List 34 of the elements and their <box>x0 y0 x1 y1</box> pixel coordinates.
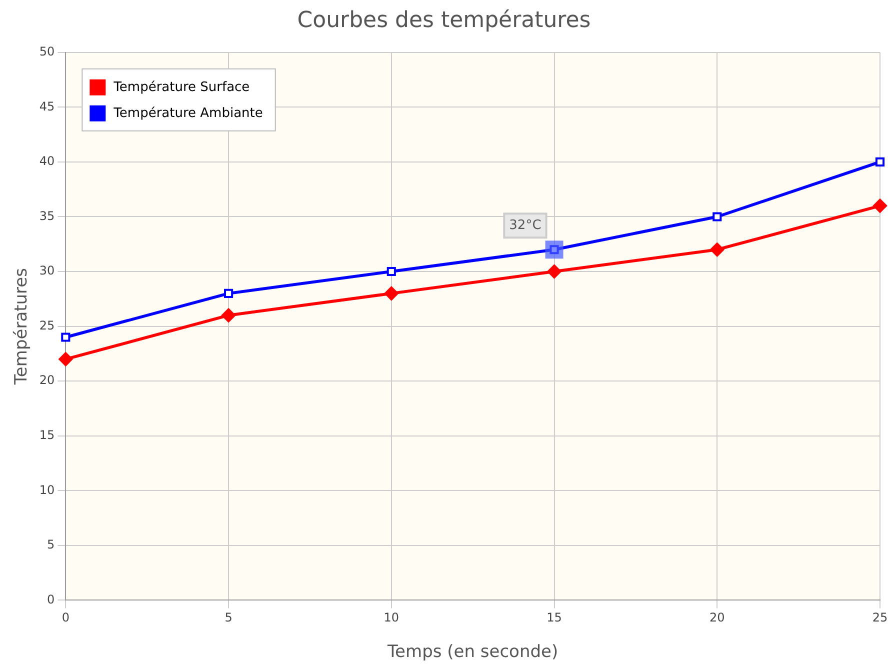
x-tick-label: 5 <box>224 610 232 625</box>
x-tick-label: 15 <box>546 610 562 625</box>
x-axis-title: Temps (en seconde) <box>386 642 558 662</box>
y-tick-label: 30 <box>39 264 55 278</box>
x-tick-label: 20 <box>709 610 725 625</box>
point <box>712 212 722 222</box>
x-tick-label: 10 <box>384 610 400 625</box>
y-axis-title: Températures <box>12 268 32 386</box>
y-tick-label: 50 <box>39 44 55 59</box>
legend-label: Température Ambiante <box>112 106 263 121</box>
chart-title: Courbes des températures <box>297 8 591 33</box>
point <box>386 266 396 276</box>
y-tick-label: 10 <box>39 482 55 497</box>
y-tick-label: 5 <box>47 538 55 552</box>
point <box>547 264 562 279</box>
point <box>222 308 236 322</box>
y-tick-label: 45 <box>39 99 55 114</box>
point <box>61 332 70 342</box>
x-tick-label: 25 <box>872 610 888 625</box>
y-tick-label: 20 <box>39 373 55 388</box>
annotation: 32°C <box>509 218 542 233</box>
point <box>224 288 234 298</box>
point <box>58 352 73 366</box>
point <box>384 286 398 300</box>
x-tick-label: 0 <box>62 610 70 625</box>
y-tick-label: 15 <box>39 428 55 442</box>
point <box>873 198 887 213</box>
y-tick-label: 35 <box>39 208 55 223</box>
y-tick-label: 40 <box>39 154 55 168</box>
legend-label: Température Surface <box>112 80 250 95</box>
y-tick-label: 25 <box>39 318 55 332</box>
y-tick-label: 0 <box>47 592 55 606</box>
point <box>875 157 885 166</box>
point <box>710 242 724 257</box>
